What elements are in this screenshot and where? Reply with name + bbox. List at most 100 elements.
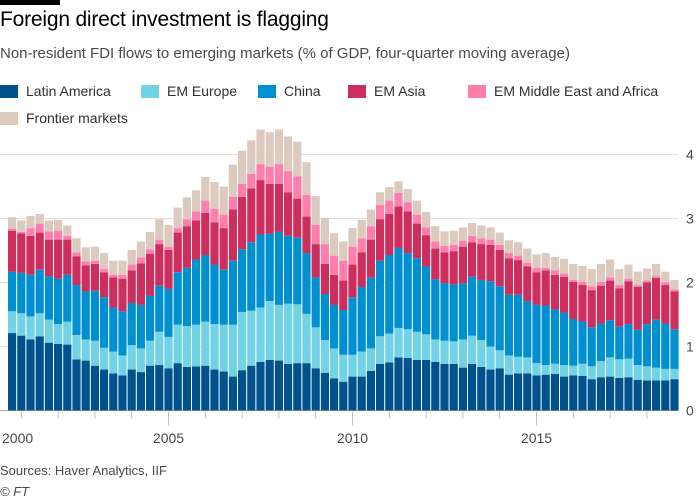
legend-swatch bbox=[0, 84, 18, 98]
bar-segment-china bbox=[136, 304, 145, 349]
y-tick-label: 3 bbox=[686, 211, 694, 227]
bar-segment-em-asia bbox=[624, 281, 633, 325]
bar-segment-em-europe bbox=[219, 324, 228, 372]
bar-segment-frontier-markets bbox=[541, 253, 550, 268]
bar-segment-latin-america bbox=[523, 373, 532, 411]
bar-segment-frontier-markets bbox=[256, 129, 265, 165]
bar-segment-em-europe bbox=[284, 303, 293, 364]
bar-segment-latin-america bbox=[366, 370, 375, 411]
bar-segment-em-asia bbox=[219, 228, 228, 270]
bar-segment-em-asia bbox=[81, 265, 90, 292]
bar-segment-latin-america bbox=[109, 373, 118, 411]
bar-segment-china bbox=[523, 301, 532, 358]
bar-segment-latin-america bbox=[541, 374, 550, 411]
bar-segment-frontier-markets bbox=[109, 260, 118, 275]
bar-segment-frontier-markets bbox=[596, 263, 605, 282]
bar-segment-china bbox=[274, 231, 283, 305]
bar-segment-em-europe bbox=[348, 354, 357, 377]
bar-segment-em-europe bbox=[146, 340, 155, 366]
bar-segment-em-middle-east-and-africa bbox=[256, 164, 265, 181]
bar-segment-frontier-markets bbox=[54, 219, 63, 231]
bar-segment-em-asia bbox=[504, 258, 513, 295]
bar-segment-latin-america bbox=[63, 344, 72, 411]
bar-segment-em-europe bbox=[670, 368, 679, 380]
bar-segment-em-europe bbox=[109, 351, 118, 374]
bar-segment-latin-america bbox=[311, 368, 320, 411]
bar-segment-em-middle-east-and-africa bbox=[228, 196, 237, 210]
bar-segment-em-asia bbox=[523, 266, 532, 302]
bar-segment-em-asia bbox=[412, 223, 421, 259]
bar-segment-china bbox=[228, 260, 237, 325]
bar-segment-em-asia bbox=[569, 281, 578, 319]
bar-segment-em-asia bbox=[90, 263, 99, 291]
bar-segment-latin-america bbox=[449, 363, 458, 411]
bar-segment-em-europe bbox=[495, 350, 504, 369]
y-tick-label: 4 bbox=[686, 147, 694, 163]
bar-segment-em-asia bbox=[136, 263, 145, 305]
bar-segment-china bbox=[127, 302, 136, 346]
bar-segment-china bbox=[357, 286, 366, 352]
bar-segment-china bbox=[302, 253, 311, 314]
bar-segment-latin-america bbox=[247, 365, 256, 411]
bar-segment-latin-america bbox=[256, 361, 265, 411]
bar-segment-china bbox=[284, 235, 293, 304]
bar-segment-em-middle-east-and-africa bbox=[274, 164, 283, 184]
bar-segment-latin-america bbox=[136, 372, 145, 411]
bar-segment-em-europe bbox=[541, 365, 550, 375]
bar-segment-em-asia bbox=[385, 214, 394, 255]
bar-segment-em-middle-east-and-africa bbox=[449, 244, 458, 252]
bar-segment-latin-america bbox=[412, 359, 421, 411]
bar-segment-em-middle-east-and-africa bbox=[394, 192, 403, 207]
bar-segment-latin-america bbox=[265, 359, 274, 411]
bar-segment-latin-america bbox=[182, 366, 191, 411]
x-tick-label: 2015 bbox=[521, 430, 552, 446]
bar-segment-latin-america bbox=[81, 360, 90, 411]
bar-segment-em-middle-east-and-africa bbox=[412, 214, 421, 224]
bar-segment-em-asia bbox=[633, 286, 642, 330]
legend-label: Latin America bbox=[26, 83, 111, 99]
bar-segment-em-asia bbox=[127, 270, 136, 303]
bar-segment-em-middle-east-and-africa bbox=[219, 214, 228, 229]
bar-segment-frontier-markets bbox=[265, 132, 274, 167]
bar-segment-em-middle-east-and-africa bbox=[541, 267, 550, 271]
bar-segment-em-europe bbox=[44, 319, 53, 343]
bar-segment-em-middle-east-and-africa bbox=[495, 244, 504, 250]
legend-swatch bbox=[0, 111, 18, 125]
bar-segment-china bbox=[504, 294, 513, 356]
bar-segment-frontier-markets bbox=[274, 129, 283, 165]
bar-segment-latin-america bbox=[8, 333, 17, 411]
bar-segment-frontier-markets bbox=[504, 240, 513, 254]
bar-segment-em-middle-east-and-africa bbox=[54, 230, 63, 240]
bar-segment-em-europe bbox=[274, 304, 283, 361]
bar-segment-frontier-markets bbox=[523, 248, 532, 263]
bar-segment-china bbox=[192, 259, 201, 325]
bar-segment-frontier-markets bbox=[35, 214, 44, 224]
bar-segment-em-europe bbox=[477, 340, 486, 367]
bar-segment-em-middle-east-and-africa bbox=[238, 183, 247, 197]
y-tick-label: 2 bbox=[686, 275, 694, 291]
bar-segment-em-europe bbox=[330, 348, 339, 379]
bar-segment-latin-america bbox=[403, 358, 412, 411]
bar-segment-frontier-markets bbox=[652, 263, 661, 277]
bar-segment-em-asia bbox=[468, 242, 477, 277]
bar-segment-china bbox=[238, 249, 247, 312]
bar-segment-china bbox=[63, 274, 72, 322]
bar-segment-em-asia bbox=[486, 244, 495, 282]
bar-segment-frontier-markets bbox=[8, 217, 17, 229]
bar-segment-em-middle-east-and-africa bbox=[293, 176, 302, 199]
bar-segment-frontier-markets bbox=[532, 254, 541, 268]
bar-segment-em-europe bbox=[394, 327, 403, 358]
bar-segment-latin-america bbox=[155, 365, 164, 411]
bar-segment-china bbox=[449, 284, 458, 342]
bar-segment-china bbox=[81, 291, 90, 340]
bar-segment-latin-america bbox=[173, 363, 182, 411]
bar-segment-china bbox=[477, 279, 486, 341]
stacked-bar-chart: 0 1 2 3 4 2000 2005 2010 2015 bbox=[0, 129, 694, 446]
bar-segment-frontier-markets bbox=[293, 141, 302, 177]
y-tick-label: 0 bbox=[686, 403, 694, 419]
bar-segment-em-europe bbox=[440, 340, 449, 364]
bar-segment-em-asia bbox=[330, 274, 339, 305]
copyright: © FT bbox=[0, 484, 30, 499]
bar-segment-em-europe bbox=[100, 347, 109, 370]
bar-segment-em-europe bbox=[311, 327, 320, 369]
